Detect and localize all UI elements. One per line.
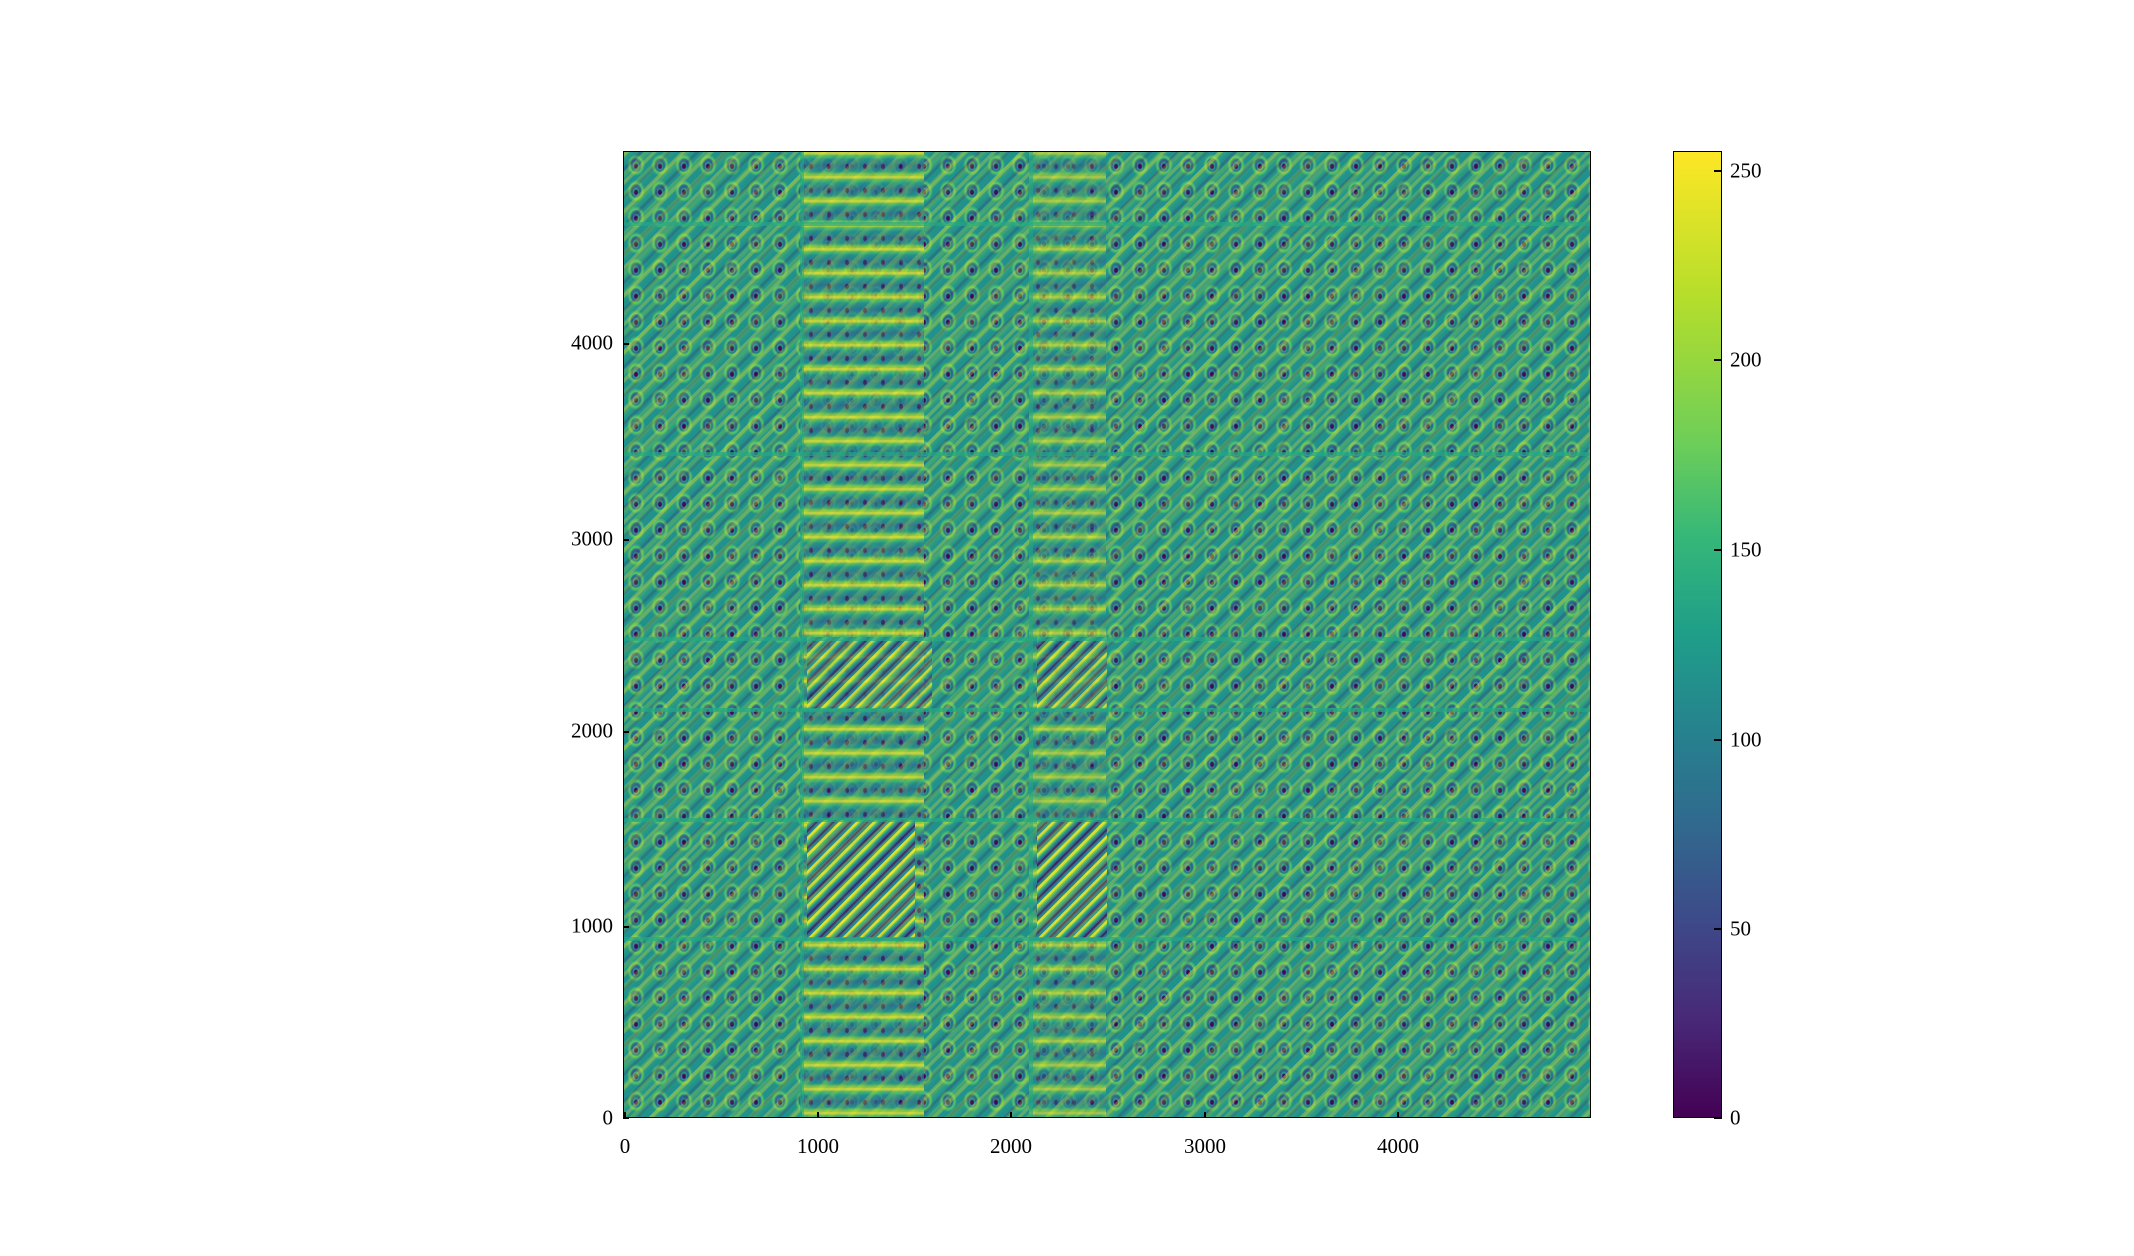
tile-separator: [1029, 152, 1033, 1117]
colorbar-label: 100: [1730, 727, 1762, 752]
tile-separator: [624, 708, 1590, 712]
colorbar-label: 50: [1730, 916, 1751, 941]
y-tick: [623, 1117, 629, 1119]
tile-separator: [800, 152, 804, 1117]
dense-block-1: [807, 820, 915, 938]
y-tick-label: 1000: [571, 913, 613, 938]
wavy-band-1: [802, 152, 924, 1117]
heatmap-plot-area: [623, 151, 1591, 1118]
tile-separator: [624, 637, 1590, 641]
tile-separator: [624, 222, 1590, 226]
colorbar-tick: [1714, 739, 1722, 741]
y-tick-label: 0: [602, 1105, 614, 1130]
y-tick: [623, 731, 629, 733]
colorbar-tick: [1714, 359, 1722, 361]
x-tick-label: 0: [619, 1134, 631, 1158]
x-tick-label: 3000: [1184, 1134, 1226, 1158]
heatmap-texture: [624, 152, 1590, 1117]
y-tick-label: 2000: [571, 718, 613, 743]
y-tick-label: 3000: [571, 526, 613, 551]
colorbar-label: 250: [1730, 158, 1762, 183]
colorbar-tick: [1714, 928, 1722, 930]
colorbar-tick: [1714, 549, 1722, 551]
x-tick: [1397, 1112, 1399, 1118]
colorbar-tick: [1714, 170, 1722, 172]
colorbar-label: 200: [1730, 347, 1762, 372]
colorbar: [1673, 151, 1722, 1118]
tile-separator: [624, 937, 1590, 941]
dense-block-2: [1037, 820, 1107, 938]
y-tick: [623, 343, 629, 345]
x-tick-label: 4000: [1377, 1134, 1419, 1158]
x-tick: [1204, 1112, 1206, 1118]
dense-block-3: [807, 637, 932, 709]
y-tick: [623, 926, 629, 928]
x-tick: [624, 1112, 626, 1118]
x-tick-label: 1000: [797, 1134, 839, 1158]
light-tile: [624, 152, 1590, 1117]
y-tick: [623, 539, 629, 541]
colorbar-label: 150: [1730, 537, 1762, 562]
x-tick: [817, 1112, 819, 1118]
heatmap-diagonal-texture: [624, 152, 1590, 1117]
colorbar-tick: [1714, 1117, 1722, 1119]
dense-block-4: [1037, 637, 1107, 709]
x-tick: [1010, 1112, 1012, 1118]
tile-separator: [624, 818, 1590, 822]
tile-separator: [624, 452, 1590, 456]
colorbar-label: 0: [1730, 1105, 1741, 1130]
x-tick-label: 2000: [990, 1134, 1032, 1158]
y-tick-label: 4000: [571, 330, 613, 355]
wavy-band-2: [1029, 152, 1106, 1117]
